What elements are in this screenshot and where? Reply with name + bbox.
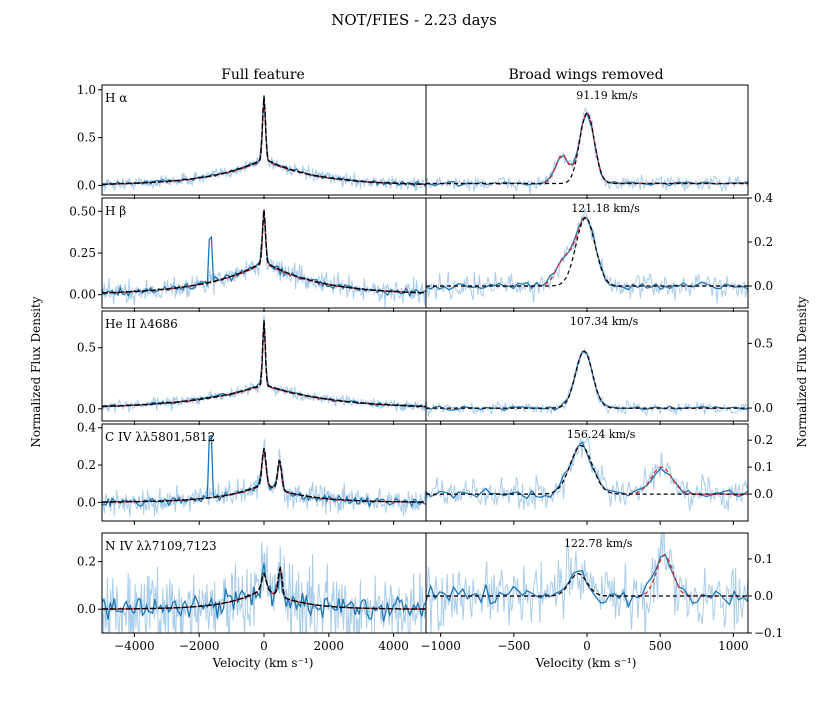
right-xtick-label-3: 500: [649, 639, 672, 653]
width-annotation-1: 121.18 km/s: [571, 202, 640, 215]
left-xtick-label-1: −2000: [179, 639, 220, 653]
left-ytick-label-3-1: 0.2: [77, 458, 96, 472]
line-label-3: C IV λλ5801,5812: [105, 430, 215, 444]
panel-3: 0.0 0.2 0.4 0.0 0.1 0.2 156.24 km/s C IV λλ5801…: [77, 421, 773, 525]
right-binned-spectrum-1: [426, 217, 748, 291]
width-annotation-3: 156.24 km/s: [567, 428, 636, 441]
left-observed-spectrum-3: [102, 438, 426, 517]
right-model-fit-0: [426, 112, 748, 185]
right-binned-spectrum-2: [426, 350, 748, 412]
y-axis-label-left: Normalized Flux Density: [29, 296, 43, 447]
right-ytick-label-1-0: 0.0: [754, 279, 773, 293]
right-ytick-label-1-1: 0.2: [754, 235, 773, 249]
right-model-fit-2: [426, 350, 748, 409]
left-ytick-label-4-0: 0.0: [77, 602, 96, 616]
right-observed-spectrum-4: [426, 533, 748, 633]
left-ytick-label-1-0: 0.00: [69, 288, 96, 302]
left-ytick-label-1-2: 0.50: [69, 204, 96, 218]
left-ytick-label-0-1: 0.5: [77, 131, 96, 145]
right-ytick-label-4-2: 0.1: [754, 552, 773, 566]
left-component-fit-0: [102, 99, 426, 185]
left-column-title: Full feature: [221, 67, 305, 83]
line-label-2: He II λ4686: [105, 317, 178, 331]
left-ytick-label-3-0: 0.0: [77, 495, 96, 509]
right-ytick-label-1-2: 0.4: [754, 191, 773, 205]
right-ytick-label-4-1: 0.0: [754, 589, 773, 603]
panel-1: 0.00 0.25 0.50 0.0 0.2 0.4 121.18 km/s H β: [69, 191, 773, 312]
right-ytick-label-2-1: 0.5: [754, 336, 773, 350]
right-observed-spectrum-2: [426, 348, 748, 418]
left-ytick-label-0-0: 0.0: [77, 178, 96, 192]
right-observed-spectrum-3: [426, 435, 748, 512]
right-ytick-label-3-2: 0.2: [754, 433, 773, 447]
left-plot-2: [102, 315, 426, 414]
line-label-0: H α: [105, 91, 127, 105]
left-model-fit-3: [102, 448, 426, 503]
right-observed-spectrum-1: [426, 207, 748, 304]
left-xtick-label-4: 4000: [378, 639, 409, 653]
right-xtick-label-1: −500: [497, 639, 530, 653]
panel-0: 0.0 0.5 1.0 91.19 km/s H α: [77, 83, 749, 199]
left-model-fit-0: [102, 96, 426, 185]
right-ytick-label-3-1: 0.1: [754, 460, 773, 474]
figure-title: NOT/FIES - 2.23 days: [331, 11, 497, 29]
line-label-4: N IV λλ7109,7123: [105, 539, 217, 553]
x-axis-label-left: Velocity (km s⁻¹): [212, 656, 314, 670]
width-annotation-0: 91.19 km/s: [576, 89, 638, 102]
right-model-fit-3: [426, 445, 748, 495]
left-ytick-label-2-0: 0.0: [77, 402, 96, 416]
right-column-title: Broad wings removed: [508, 67, 663, 83]
right-plot-1: [426, 207, 748, 304]
left-xtick-label-0: −4000: [114, 639, 155, 653]
right-model-fit-4: [426, 573, 748, 597]
x-axis-label-right: Velocity (km s⁻¹): [535, 656, 637, 670]
left-component-fit-1: [102, 213, 426, 294]
left-component-fit-2: [102, 324, 426, 408]
left-observed-spectrum-4: [102, 541, 426, 633]
width-annotation-4: 122.78 km/s: [564, 537, 633, 550]
left-binned-spectrum-1: [102, 211, 426, 298]
left-xtick-label-2: 0: [260, 639, 268, 653]
left-plot-4: [102, 541, 426, 633]
right-binned-spectrum-0: [426, 111, 748, 187]
right-ytick-label-3-0: 0.0: [754, 487, 773, 501]
left-model-fit-2: [102, 320, 426, 408]
left-xtick-label-3: 2000: [314, 639, 345, 653]
left-ytick-label-3-2: 0.4: [77, 421, 96, 435]
right-xtick-label-2: 0: [583, 639, 591, 653]
left-component-fit-3: [102, 450, 426, 503]
right-plot-0: [426, 106, 748, 194]
right-binned-spectrum-4: [426, 553, 748, 609]
left-ytick-label-4-1: 0.2: [77, 555, 96, 569]
right-observed-spectrum-0: [426, 106, 748, 194]
right-xtick-label-4: 1000: [718, 639, 749, 653]
left-plot-1: [102, 209, 426, 308]
width-annotation-2: 107.34 km/s: [570, 315, 639, 328]
left-binned-spectrum-4: [102, 563, 426, 622]
right-ytick-label-2-0: 0.0: [754, 401, 773, 415]
left-plot-3: [102, 434, 426, 517]
left-observed-spectrum-2: [102, 315, 426, 414]
panels-layer: 0.00.51.0 91.19 km/sH α0.000.250.500.00.2…: [69, 83, 783, 653]
right-component-fit-0: [426, 112, 748, 185]
right-xtick-label-0: −1000: [420, 639, 461, 653]
left-ytick-label-2-1: 0.5: [77, 341, 96, 355]
left-ytick-label-1-1: 0.25: [69, 246, 96, 260]
left-plot-0: [102, 95, 426, 192]
y-axis-label-right: Normalized Flux Density: [795, 296, 809, 447]
left-ytick-label-0-2: 1.0: [77, 83, 96, 97]
right-component-fit-2: [426, 350, 748, 409]
right-plot-3: [426, 435, 748, 512]
right-plot-2: [426, 348, 748, 418]
line-label-1: H β: [105, 204, 126, 218]
left-model-fit-4: [102, 565, 426, 610]
left-model-fit-1: [102, 209, 426, 294]
left-observed-spectrum-0: [102, 97, 426, 192]
right-plot-4: [426, 533, 748, 633]
panel-4: 0.0 0.2 −4000 −2000 0 2000 4000 −0.1 0.0 0.1 −1000…: [77, 532, 783, 653]
right-ytick-label-4-0: −0.1: [754, 626, 783, 640]
panel-2: 0.0 0.5 0.0 0.5 107.34 km/s He II λ4686: [77, 310, 773, 425]
left-binned-spectrum-2: [102, 319, 426, 409]
